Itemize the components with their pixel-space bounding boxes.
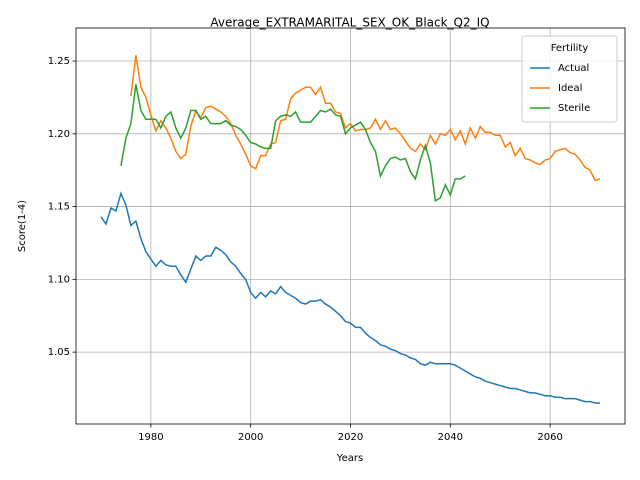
- plot-frame: [75, 27, 626, 425]
- y-tick-label: 1.20: [48, 129, 70, 140]
- x-tick-label: 2060: [537, 432, 562, 443]
- x-tick-label: 2040: [438, 432, 463, 443]
- data-line: [100, 191, 601, 404]
- chart-title: Average_EXTRAMARITAL_SEX_OK_Black_Q2_IQ: [210, 16, 489, 30]
- legend-label: Ideal: [558, 83, 582, 94]
- data-line: [120, 84, 466, 202]
- y-axis-label: Score(1-4): [17, 200, 28, 252]
- x-tick-label: 2020: [338, 432, 363, 443]
- y-tick-label: 1.05: [48, 347, 70, 358]
- y-tick-label: 1.10: [48, 274, 70, 285]
- y-tick-label: 1.15: [48, 202, 70, 213]
- legend-box: [521, 35, 618, 123]
- legend-label: Sterile: [558, 103, 590, 114]
- y-tick-label: 1.25: [48, 56, 70, 67]
- x-tick-label: 2000: [238, 432, 263, 443]
- legend-title: Fertility: [551, 43, 589, 54]
- legend-label: Actual: [558, 63, 589, 74]
- x-tick-label: 1980: [138, 432, 163, 443]
- x-axis-label: Years: [336, 453, 363, 464]
